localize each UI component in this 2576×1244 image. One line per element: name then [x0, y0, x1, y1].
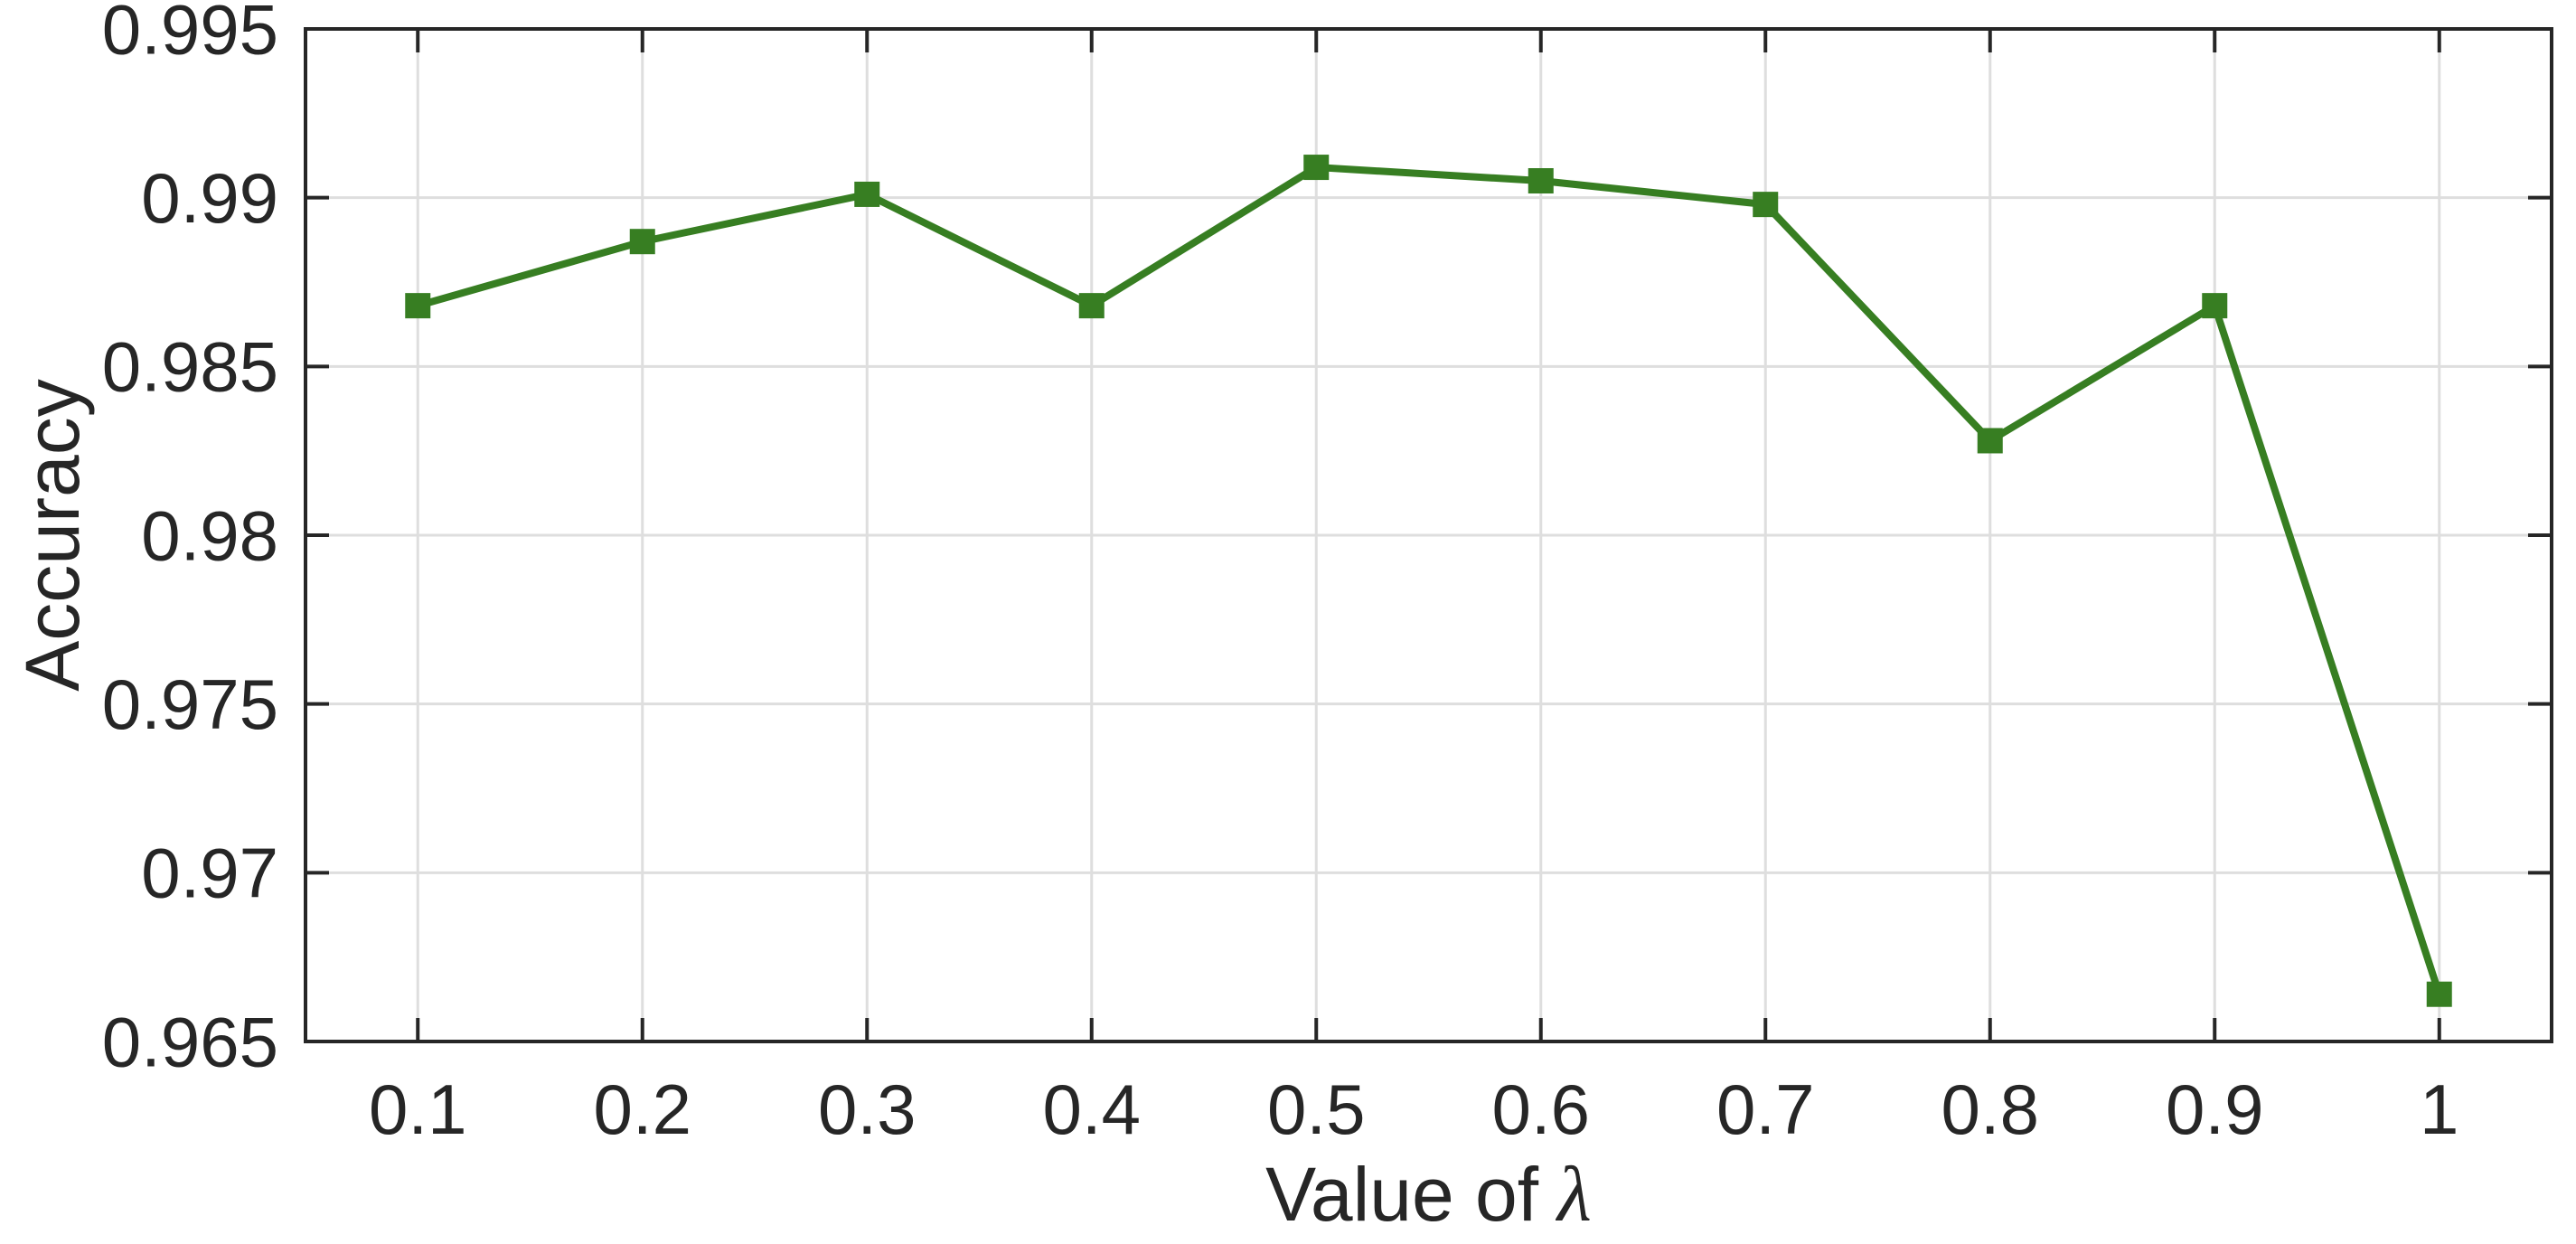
y-axis-label: Accuracy [10, 379, 95, 692]
data-point-marker [1528, 168, 1554, 193]
lambda-symbol: λ [1557, 1150, 1592, 1238]
data-point-marker [1977, 428, 2003, 454]
x-tick-label: 0.2 [594, 1070, 691, 1149]
x-tick-label: 0.7 [1716, 1070, 1814, 1149]
x-axis-label: Value of λ [306, 1154, 2552, 1233]
axis-ticks [306, 27, 2552, 1043]
y-tick-label: 0.985 [102, 327, 278, 407]
x-tick-label: 0.6 [1492, 1070, 1590, 1149]
data-point-marker [1753, 192, 1779, 218]
y-tick-label: 0.975 [102, 664, 278, 744]
x-axis-label-text: Value of [1265, 1152, 1539, 1237]
x-tick-labels: 0.1 0.2 0.3 0.4 0.5 0.6 0.7 0.8 0.9 1 [369, 1070, 2458, 1149]
y-tick-label: 0.98 [141, 495, 278, 575]
y-tick-label: 0.995 [102, 0, 278, 69]
y-tick-label: 0.99 [141, 158, 278, 238]
data-point-marker [629, 229, 655, 255]
data-point-marker [1078, 293, 1105, 319]
x-tick-label: 0.9 [2166, 1070, 2263, 1149]
x-tick-label: 0.4 [1043, 1070, 1141, 1149]
data-point-marker [854, 181, 880, 207]
data-point-marker [405, 293, 431, 319]
data-point-marker [2426, 981, 2452, 1007]
data-line [417, 163, 2443, 995]
data-point-marker [2202, 293, 2228, 319]
x-tick-label: 0.5 [1267, 1070, 1365, 1149]
y-tick-labels: 0.965 0.97 0.975 0.98 0.985 0.99 0.995 [102, 0, 278, 1081]
data-point-marker [1303, 155, 1330, 181]
grid-lines [306, 27, 2552, 1043]
y-tick-label: 0.965 [102, 1002, 278, 1081]
data-series [405, 155, 2452, 1007]
x-tick-label: 0.3 [818, 1070, 916, 1149]
x-tick-label: 0.8 [1941, 1070, 2039, 1149]
x-tick-label: 1 [2420, 1070, 2458, 1149]
x-tick-label: 0.1 [369, 1070, 466, 1149]
y-tick-label: 0.97 [141, 834, 278, 913]
